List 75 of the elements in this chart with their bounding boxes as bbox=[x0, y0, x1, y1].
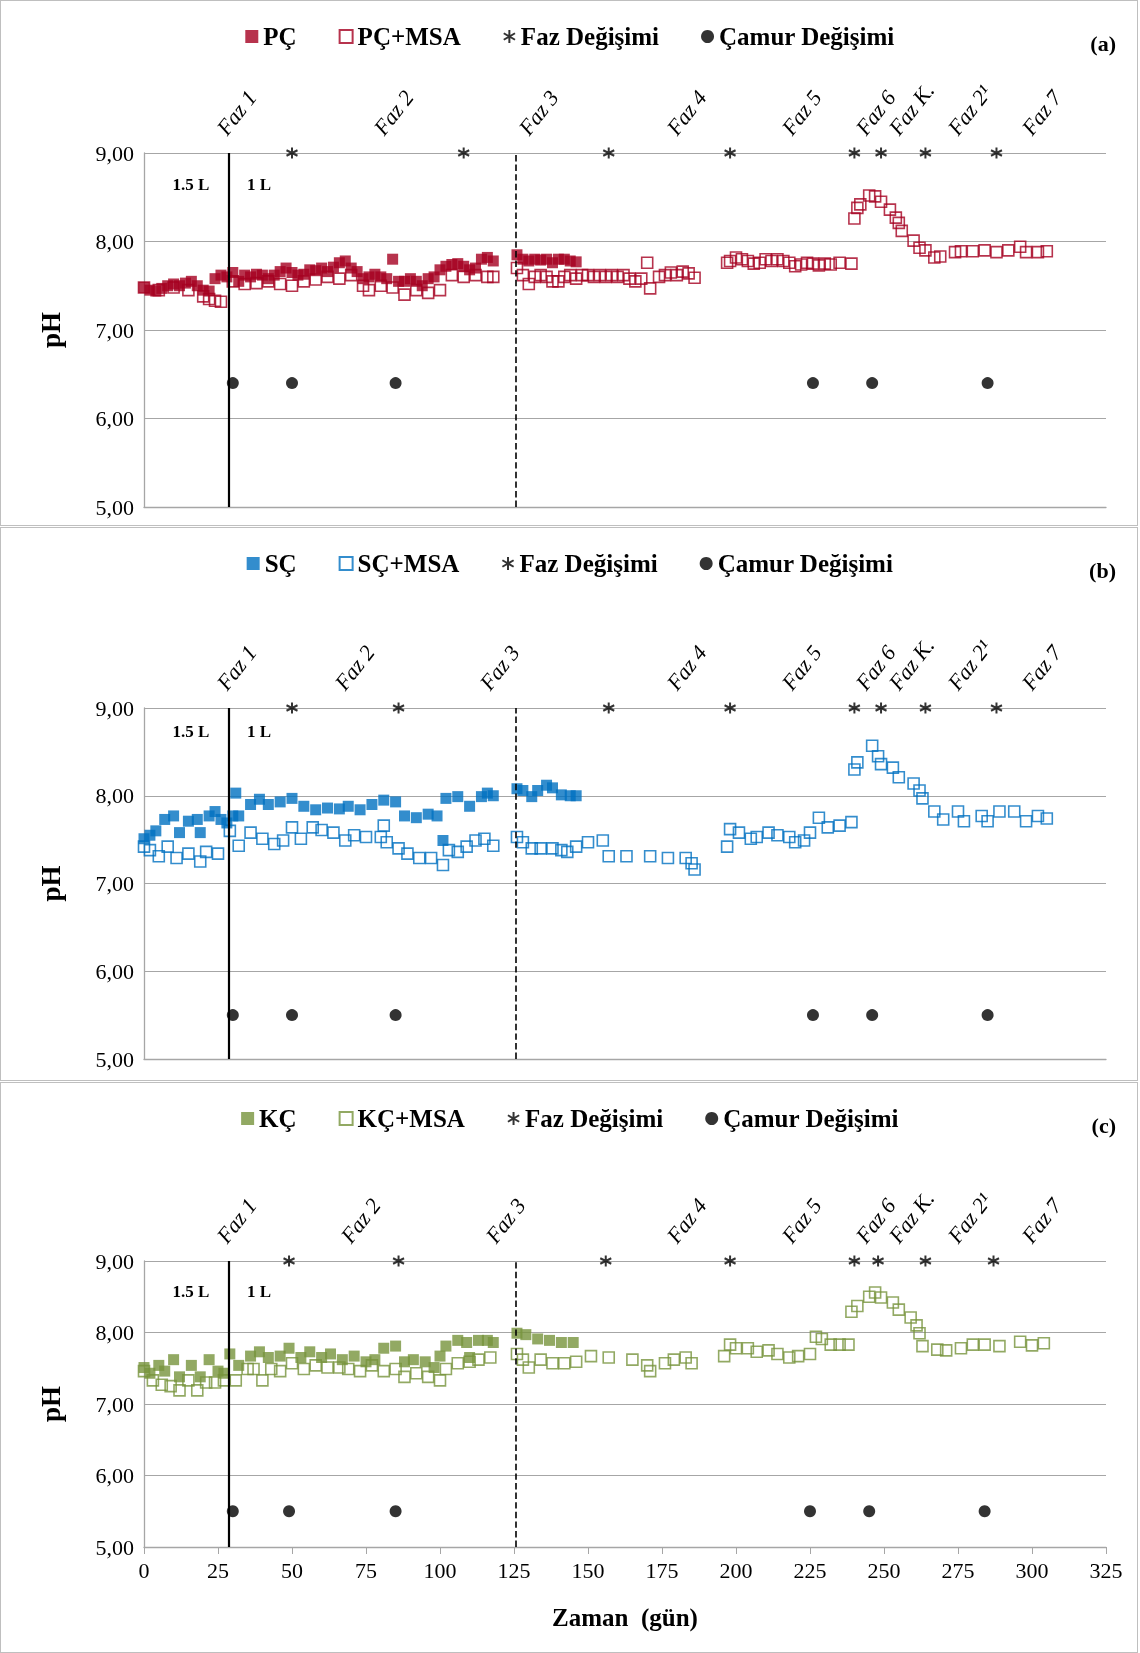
y-tick-label: 6,00 bbox=[95, 958, 134, 984]
text: Faz 4 bbox=[660, 85, 712, 141]
text: Faz 2 bbox=[367, 85, 419, 141]
y-tick-label: 6,00 bbox=[95, 1463, 134, 1488]
legend-label: Çamur Değişimi bbox=[723, 1105, 899, 1132]
legend-label: Faz Değişimi bbox=[519, 550, 658, 577]
x-tick-label: 125 bbox=[497, 1557, 531, 1583]
annotation: 1 L bbox=[246, 721, 272, 741]
chart-title: (b) bbox=[1089, 557, 1116, 583]
y-tick-label: 8,00 bbox=[95, 229, 134, 254]
y-tick-label: 6,00 bbox=[95, 406, 134, 431]
y-tick-label: 7,00 bbox=[95, 317, 134, 343]
text: Faz 5 bbox=[775, 1193, 827, 1249]
legend-label: KÇ bbox=[259, 1105, 297, 1132]
text: Faz 7 bbox=[1015, 84, 1068, 141]
chart-title: (a) bbox=[1090, 30, 1116, 56]
annotation: 1 L bbox=[246, 174, 272, 194]
y-tick-label: 5,00 bbox=[95, 1534, 134, 1560]
x-tick-label: 325 bbox=[1089, 1557, 1123, 1583]
legend-label: Çamur Değişimi bbox=[717, 550, 893, 577]
legend-label: SÇ bbox=[264, 550, 297, 577]
legend-label: KÇ+MSA bbox=[357, 1105, 465, 1132]
text: Faz 7 bbox=[1015, 639, 1068, 696]
text: Faz 2 bbox=[334, 1193, 386, 1249]
y-axis-title: pH bbox=[35, 311, 66, 349]
text: Faz 5 bbox=[775, 85, 827, 141]
y-tick-label: 9,00 bbox=[95, 140, 134, 166]
legend-label: PÇ+MSA bbox=[357, 23, 461, 50]
text: Faz 3 bbox=[512, 85, 564, 141]
text: Faz 2¹ bbox=[941, 1188, 997, 1249]
y-tick-label: 7,00 bbox=[95, 1391, 134, 1417]
y-tick-label: 8,00 bbox=[95, 1320, 134, 1345]
text: Faz 2¹ bbox=[941, 635, 997, 696]
annotation: 1.5 L bbox=[172, 721, 210, 741]
x-tick-label: 0 bbox=[138, 1557, 150, 1583]
x-tick-label: 300 bbox=[1015, 1557, 1049, 1583]
legend-label: Faz Değişimi bbox=[520, 23, 660, 50]
text: Faz 3 bbox=[473, 640, 525, 696]
y-tick-label: 9,00 bbox=[95, 1248, 134, 1274]
text: Faz 1 bbox=[210, 85, 262, 141]
y-tick-label: 5,00 bbox=[95, 494, 134, 520]
y-tick-label: 9,00 bbox=[95, 695, 134, 721]
y-tick-label: 8,00 bbox=[95, 783, 134, 809]
legend-label: SÇ+MSA bbox=[357, 550, 460, 577]
chart-title: (c) bbox=[1091, 1112, 1116, 1138]
x-axis-title: Zaman (gün) bbox=[552, 1604, 698, 1632]
text: Faz 4 bbox=[660, 640, 712, 696]
x-tick-label: 175 bbox=[645, 1557, 679, 1583]
text: Faz 2¹ bbox=[941, 80, 997, 141]
x-tick-label: 225 bbox=[793, 1557, 827, 1583]
text: Faz 4 bbox=[660, 1193, 712, 1249]
x-tick-label: 100 bbox=[423, 1557, 457, 1583]
legend-label: PÇ bbox=[263, 23, 297, 50]
x-tick-label: 150 bbox=[571, 1557, 605, 1583]
x-tick-label: 75 bbox=[355, 1557, 377, 1583]
y-tick-label: 5,00 bbox=[95, 1046, 134, 1072]
annotation: 1.5 L bbox=[172, 1281, 210, 1301]
y-tick-label: 7,00 bbox=[95, 871, 134, 896]
x-tick-label: 200 bbox=[719, 1557, 753, 1583]
text: Faz 1 bbox=[210, 1193, 262, 1249]
y-axis-title: pH bbox=[35, 1385, 66, 1423]
legend-label: Faz Değişimi bbox=[525, 1105, 664, 1132]
y-axis-title: pH bbox=[35, 865, 66, 902]
text: Faz 1 bbox=[210, 640, 262, 696]
text: Faz 3 bbox=[479, 1193, 531, 1249]
annotation: 1.5 L bbox=[172, 174, 210, 194]
text: Faz 5 bbox=[775, 640, 827, 696]
x-tick-label: 275 bbox=[941, 1557, 975, 1583]
annotation: 1 L bbox=[246, 1281, 272, 1301]
x-tick-label: 50 bbox=[281, 1557, 303, 1583]
text: Faz 2 bbox=[328, 640, 380, 696]
x-tick-label: 250 bbox=[867, 1557, 901, 1583]
legend-label: Çamur Değişimi bbox=[719, 23, 895, 50]
x-tick-label: 25 bbox=[207, 1557, 229, 1583]
text: Faz 7 bbox=[1015, 1192, 1068, 1249]
